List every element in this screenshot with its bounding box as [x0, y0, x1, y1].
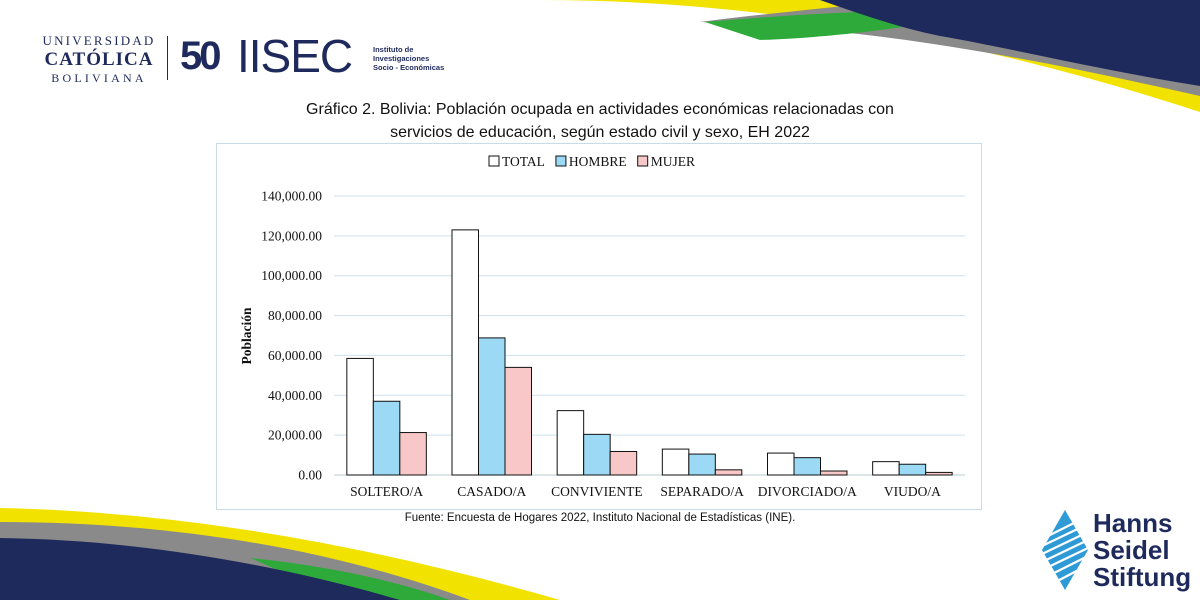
- y-tick-label: 100,000.00: [261, 268, 322, 283]
- ucb-logo-line1: UNIVERSIDAD: [42, 33, 156, 48]
- bar-chart: 0.00 20,000.00 40,000.00 60,000.00 80,000.00…: [239, 154, 965, 499]
- hss-logo-mark: [1041, 510, 1089, 590]
- bar-total: TOTAL SOLTERO/A: 58500: [346, 357, 374, 476]
- y-axis-label: Población: [239, 307, 254, 364]
- y-tick-label: 120,000.00: [261, 228, 322, 243]
- ucb-logo-line2: CATÓLICA: [44, 49, 154, 70]
- legend-swatch-hombre: [555, 155, 567, 167]
- y-tick-label: 0.00: [298, 468, 322, 483]
- ucb-logo-line3: BOLIVIANA: [51, 71, 147, 85]
- figure-title: Gráfico 2. Bolivia: Población ocupada en…: [200, 98, 1000, 144]
- bar-hombre: HOMBRE DIVORCIADO/A: 8700: [793, 457, 821, 476]
- x-tick-label: SOLTERO/A: [350, 484, 423, 499]
- figure-title-line1: Gráfico 2. Bolivia: Población ocupada en…: [306, 101, 894, 118]
- y-tick-label: 140,000.00: [261, 189, 322, 204]
- hss-logo-line1: Hanns: [1093, 508, 1173, 538]
- bar-total: TOTAL CONVIVIENTE: 32300: [556, 410, 585, 476]
- y-tick-label: 80,000.00: [268, 308, 322, 323]
- x-tick-label: SEPARADO/A: [660, 484, 744, 499]
- bar-hombre: HOMBRE SEPARADO/A: 10500: [688, 453, 716, 476]
- bar-total: TOTAL SEPARADO/A: 13000: [661, 448, 690, 476]
- figure-title-line2: servicios de educación, según estado civ…: [390, 124, 810, 141]
- y-tick-label: 40,000.00: [268, 388, 322, 403]
- bar-mujer: MUJER SEPARADO/A: 2600: [714, 469, 743, 476]
- bar-mujer: MUJER VIUDO/A: 1300: [925, 471, 953, 476]
- logo-divider: [167, 36, 168, 80]
- bar-hombre: HOMBRE CONVIVIENTE: 20400: [583, 433, 611, 476]
- x-tick-label: VIUDO/A: [884, 484, 941, 499]
- anniversary-50-logo: 50: [180, 34, 221, 78]
- chart-frame: 0.00 20,000.00 40,000.00 60,000.00 80,000.00…: [216, 143, 982, 510]
- iisec-subtitle-line1: Instituto de: [373, 45, 414, 54]
- hss-logo-line3: Stiftung: [1093, 562, 1192, 592]
- iisec-subtitle: Instituto de Investigaciones Socio - Eco…: [373, 45, 453, 72]
- y-tick-label: 20,000.00: [268, 428, 322, 443]
- bar-hombre: HOMBRE VIUDO/A: 5400: [898, 463, 927, 476]
- bar-mujer: MUJER CASADO/A: 54000: [504, 366, 532, 476]
- bar-total: TOTAL VIUDO/A: 6700: [872, 461, 900, 476]
- bar-hombre: HOMBRE SOLTERO/A: 37000: [372, 400, 401, 476]
- x-tick-label: CONVIVIENTE: [551, 484, 642, 499]
- x-tick-label: CASADO/A: [457, 484, 526, 499]
- ucb-logo: UNIVERSIDAD CATÓLICA BOLIVIANA: [40, 34, 158, 84]
- source-note: Fuente: Encuesta de Hogares 2022, Instit…: [404, 512, 796, 524]
- legend-swatch-total: [488, 155, 500, 167]
- legend-label-mujer: MUJER: [651, 154, 695, 169]
- bottom-left-navy-swoosh: [0, 538, 400, 600]
- bottom-left-green-swoosh: [250, 558, 450, 600]
- bar-total: TOTAL CASADO/A: 123000: [451, 229, 479, 476]
- bar-total: TOTAL DIVORCIADO/A: 11000: [767, 452, 795, 476]
- bar-hombre: HOMBRE CASADO/A: 68800: [478, 337, 506, 476]
- iisec-subtitle-line3: Socio - Económicas: [373, 63, 445, 72]
- x-tick-label: DIVORCIADO/A: [758, 484, 857, 499]
- legend-label-hombre: HOMBRE: [569, 154, 627, 169]
- bar-mujer: MUJER DIVORCIADO/A: 2000: [820, 470, 848, 476]
- legend-swatch-mujer: [637, 155, 649, 167]
- bar-mujer: MUJER CONVIVIENTE: 11800: [609, 450, 638, 476]
- legend-label-total: TOTAL: [502, 154, 545, 169]
- bar-mujer: MUJER SOLTERO/A: 21300: [399, 432, 427, 476]
- iisec-subtitle-line2: Investigaciones: [373, 54, 430, 63]
- top-right-navy-swoosh: [820, 0, 1200, 86]
- y-tick-label: 60,000.00: [268, 348, 322, 363]
- hss-logo-line2: Seidel: [1093, 535, 1170, 565]
- iisec-logo: IISEC: [237, 30, 353, 82]
- hss-logo-text: Hanns Seidel Stiftung: [1093, 510, 1191, 591]
